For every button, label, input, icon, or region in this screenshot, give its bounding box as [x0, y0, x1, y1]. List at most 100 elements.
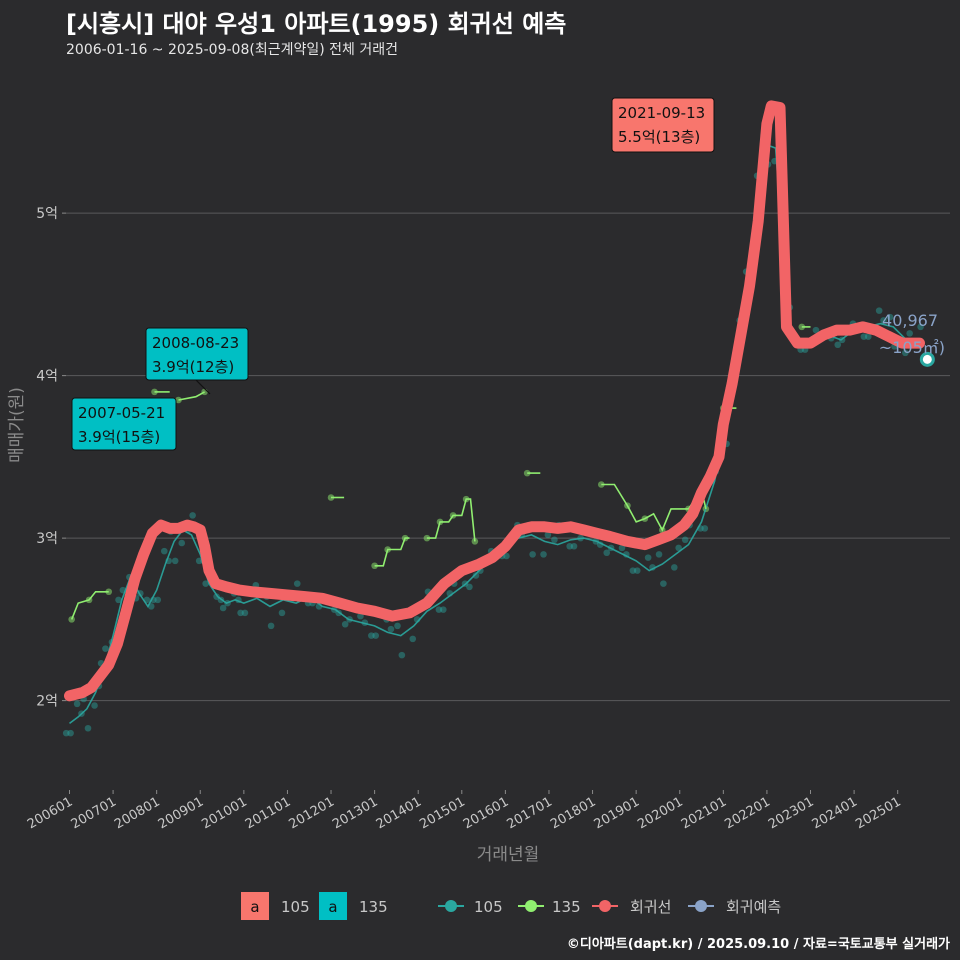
- trade-point-105: [875, 307, 883, 314]
- trade-point-105: [102, 645, 109, 652]
- annotation-price: 3.9억(15층): [78, 428, 160, 446]
- trade-point-105: [115, 596, 122, 604]
- trade-point-105: [278, 609, 286, 617]
- trade-point-105: [529, 551, 536, 558]
- legend-marker-105: [445, 900, 457, 912]
- x-tick-label: 201601: [461, 794, 511, 832]
- trade-point-105: [566, 542, 573, 550]
- legend-label-135: 135: [359, 898, 388, 916]
- trade-point-105: [154, 596, 162, 604]
- trade-point-135: [105, 588, 113, 596]
- x-tick-label: 202201: [722, 794, 772, 832]
- trade-point-105: [472, 572, 480, 579]
- trade-point-105: [62, 729, 70, 737]
- legend-line-label-135: 135: [552, 898, 581, 916]
- trade-point-105: [834, 341, 842, 349]
- x-tick-label: 202101: [679, 794, 729, 832]
- forecast-marker: [919, 351, 935, 367]
- page-subtitle: 2006-01-16 ~ 2025-09-08(최근계약일) 전체 거래건: [66, 42, 398, 58]
- x-tick-label: 202401: [810, 794, 860, 832]
- legend-fill-135: a 135: [319, 892, 388, 920]
- annotation-box: [145, 327, 249, 381]
- trade-point-105: [435, 606, 443, 613]
- trade-point-105: [84, 724, 92, 732]
- legend-swatch-105: [241, 892, 269, 920]
- annotation-date: 2021-09-13: [618, 104, 705, 122]
- trade-point-105: [906, 330, 913, 337]
- legend-line-forecast: 회귀예측: [688, 898, 781, 916]
- trade-point-105: [670, 564, 678, 571]
- trade-point-105: [644, 554, 652, 561]
- trade-point-105: [237, 609, 244, 617]
- trade-point-105: [202, 580, 210, 587]
- forecast-point: [919, 351, 935, 367]
- legend-line-105: 105: [438, 898, 503, 916]
- x-tick-label: 202001: [635, 794, 685, 832]
- y-tick-label: 2억: [36, 694, 58, 710]
- series-105-line: [69, 143, 920, 725]
- trade-point-105: [368, 632, 375, 639]
- trade-point-105: [219, 604, 227, 612]
- forecast-area-label: ~105㎡): [879, 338, 945, 357]
- trade-point-105: [570, 542, 578, 550]
- trade-point-135: [523, 469, 531, 477]
- source-credit: ©디아파트(dapt.kr) / 2025.09.10 / 자료=국토교통부 실…: [566, 937, 950, 952]
- page-title: [시흥시] 대야 우성1 아파트(1995) 회귀선 예측: [66, 10, 567, 38]
- x-tick-label: 200901: [156, 794, 206, 832]
- x-tick-label: 200701: [69, 794, 119, 832]
- y-axis-title: 매매가(원): [7, 387, 27, 463]
- annotation-2007-05-21: 2007-05-21 3.9억(15층): [71, 397, 177, 451]
- legend-marker-forecast: [695, 900, 707, 912]
- trade-point-135: [151, 388, 158, 396]
- trade-point-105: [178, 539, 186, 547]
- forecast-value-label: 40,967: [882, 311, 938, 330]
- trade-point-105: [372, 632, 380, 639]
- x-tick-label: 201901: [592, 794, 642, 832]
- series-135-segment: [70, 591, 109, 620]
- trade-point-105: [73, 700, 81, 708]
- trade-point-105: [701, 525, 709, 532]
- annotation-leader: [195, 379, 211, 395]
- annotations: 2008-08-233.9억(12층)2007-05-213.9억(15층)20…: [71, 97, 715, 451]
- x-tick-label: 201401: [374, 794, 424, 832]
- trade-point-105: [629, 567, 637, 574]
- series-105-path: [69, 143, 920, 725]
- grid-lines: [66, 212, 950, 702]
- scatter-points: [62, 131, 924, 737]
- trade-point-105: [655, 551, 663, 558]
- trade-point-105: [544, 531, 552, 539]
- series-135-segment: [426, 498, 476, 542]
- x-tick-label: 201301: [330, 794, 380, 832]
- trade-point-105: [860, 333, 868, 340]
- trade-point-105: [681, 536, 689, 544]
- y-axis-ticks: 2억 3억 4억 5억: [36, 206, 66, 710]
- legend-marker-regression: [599, 900, 611, 912]
- trade-point-105: [241, 609, 249, 617]
- trade-point-105: [603, 549, 611, 557]
- legend-label-105: 105: [281, 898, 310, 916]
- series-135-segment: [178, 391, 205, 401]
- regression-path: [64, 100, 925, 702]
- x-tick-label: 201801: [548, 794, 598, 832]
- trade-point-105: [91, 702, 98, 709]
- legend-line-135: 135: [518, 898, 581, 916]
- x-tick-label: 201201: [287, 794, 337, 832]
- trade-point-105: [466, 583, 473, 591]
- trade-point-105: [267, 622, 275, 630]
- annotation-price: 3.9억(12층): [152, 358, 234, 376]
- legend-line-regression: 회귀선: [592, 898, 671, 916]
- trade-point-105: [439, 606, 447, 613]
- trade-point-135: [597, 481, 605, 488]
- x-tick-label: 202501: [853, 794, 903, 832]
- trade-point-105: [812, 326, 820, 334]
- trade-point-105: [675, 544, 682, 552]
- trade-point-105: [341, 620, 349, 628]
- annotation-2021-09-13: 2021-09-13 5.5억(13층): [611, 97, 715, 153]
- x-tick-label: 200601: [25, 794, 75, 832]
- y-tick-label: 3억: [36, 531, 58, 547]
- legend: a 105 a 135 105 135 회귀선 회귀예측: [241, 892, 781, 920]
- trade-point-105: [293, 580, 301, 587]
- trade-point-105: [394, 622, 401, 630]
- trade-point-105: [160, 547, 168, 555]
